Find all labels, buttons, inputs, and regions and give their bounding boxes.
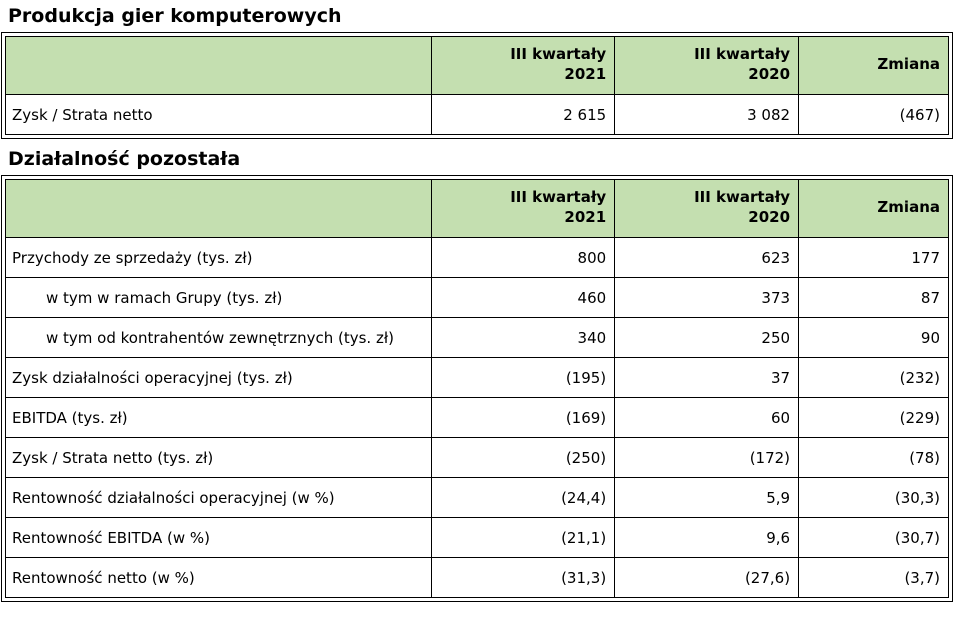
table-row-revenue: Przychody ze sprzedaży (tys. zł) 800 623… <box>4 237 949 278</box>
row-label: Przychody ze sprzedaży (tys. zł) <box>4 237 433 278</box>
column-header-q3-2020: III kwartały 2020 <box>614 179 800 238</box>
value-q3-2021: (250) <box>431 437 616 478</box>
value-change: 177 <box>798 237 949 278</box>
table-row: Zysk / Strata netto 2 615 3 082 (467) <box>4 94 949 135</box>
value-change: 87 <box>798 277 949 318</box>
column-header-empty <box>4 36 433 95</box>
table-row-operating-profit: Zysk działalności operacyjnej (tys. zł) … <box>4 357 949 398</box>
row-label: w tym w ramach Grupy (tys. zł) <box>4 277 433 318</box>
value-q3-2020: 9,6 <box>614 517 800 558</box>
table-header-row: III kwartały 2021 III kwartały 2020 Zmia… <box>4 179 949 238</box>
table-row-ebitda: EBITDA (tys. zł) (169) 60 (229) <box>4 397 949 438</box>
column-header-change: Zmiana <box>798 36 949 95</box>
value-q3-2020: 250 <box>614 317 800 358</box>
value-q3-2020: 623 <box>614 237 800 278</box>
value-q3-2020: (172) <box>614 437 800 478</box>
value-q3-2020: 5,9 <box>614 477 800 518</box>
table-row-ebitda-margin: Rentowność EBITDA (w %) (21,1) 9,6 (30,7… <box>4 517 949 558</box>
row-label: Rentowność EBITDA (w %) <box>4 517 433 558</box>
row-label: Zysk / Strata netto (tys. zł) <box>4 437 433 478</box>
table-row-operating-margin: Rentowność działalności operacyjnej (w %… <box>4 477 949 518</box>
table-row-revenue-group: w tym w ramach Grupy (tys. zł) 460 373 8… <box>4 277 949 318</box>
table-other-activity: III kwartały 2021 III kwartały 2020 Zmia… <box>4 179 949 598</box>
table-row-revenue-external: w tym od kontrahentów zewnętrznych (tys.… <box>4 317 949 358</box>
value-q3-2021: 460 <box>431 277 616 318</box>
section-title-production: Produkcja gier komputerowych <box>8 5 342 27</box>
row-label: w tym od kontrahentów zewnętrznych (tys.… <box>4 317 433 358</box>
value-q3-2021: (31,3) <box>431 557 616 598</box>
table-header-row: III kwartały 2021 III kwartały 2020 Zmia… <box>4 36 949 95</box>
section-title-other-activity: Działalność pozostała <box>8 148 241 170</box>
value-change: (3,7) <box>798 557 949 598</box>
table-production: III kwartały 2021 III kwartały 2020 Zmia… <box>4 36 949 135</box>
table-row-net-margin: Rentowność netto (w %) (31,3) (27,6) (3,… <box>4 557 949 598</box>
row-label: Rentowność netto (w %) <box>4 557 433 598</box>
table-row-net-profit: Zysk / Strata netto (tys. zł) (250) (172… <box>4 437 949 478</box>
value-q3-2020: (27,6) <box>614 557 800 598</box>
value-q3-2021: (195) <box>431 357 616 398</box>
value-change: (30,7) <box>798 517 949 558</box>
value-q3-2021: (24,4) <box>431 477 616 518</box>
table-production-border: III kwartały 2021 III kwartały 2020 Zmia… <box>1 32 953 139</box>
value-q3-2021: 800 <box>431 237 616 278</box>
value-q3-2021: (21,1) <box>431 517 616 558</box>
value-q3-2021: (169) <box>431 397 616 438</box>
row-label: Zysk działalności operacyjnej (tys. zł) <box>4 357 433 398</box>
value-change: 90 <box>798 317 949 358</box>
value-change: (30,3) <box>798 477 949 518</box>
row-label: Rentowność działalności operacyjnej (w %… <box>4 477 433 518</box>
value-q3-2020: 60 <box>614 397 800 438</box>
row-label: EBITDA (tys. zł) <box>4 397 433 438</box>
column-header-empty <box>4 179 433 238</box>
column-header-q3-2021: III kwartały 2021 <box>431 179 616 238</box>
value-q3-2021: 340 <box>431 317 616 358</box>
value-change: (78) <box>798 437 949 478</box>
table-other-activity-border: III kwartały 2021 III kwartały 2020 Zmia… <box>1 175 953 602</box>
column-header-q3-2020: III kwartały 2020 <box>614 36 800 95</box>
value-change: (467) <box>798 94 949 135</box>
value-change: (229) <box>798 397 949 438</box>
row-label: Zysk / Strata netto <box>4 94 433 135</box>
value-q3-2020: 373 <box>614 277 800 318</box>
column-header-q3-2021: III kwartały 2021 <box>431 36 616 95</box>
column-header-change: Zmiana <box>798 179 949 238</box>
value-q3-2020: 3 082 <box>614 94 800 135</box>
value-q3-2020: 37 <box>614 357 800 398</box>
value-change: (232) <box>798 357 949 398</box>
value-q3-2021: 2 615 <box>431 94 616 135</box>
